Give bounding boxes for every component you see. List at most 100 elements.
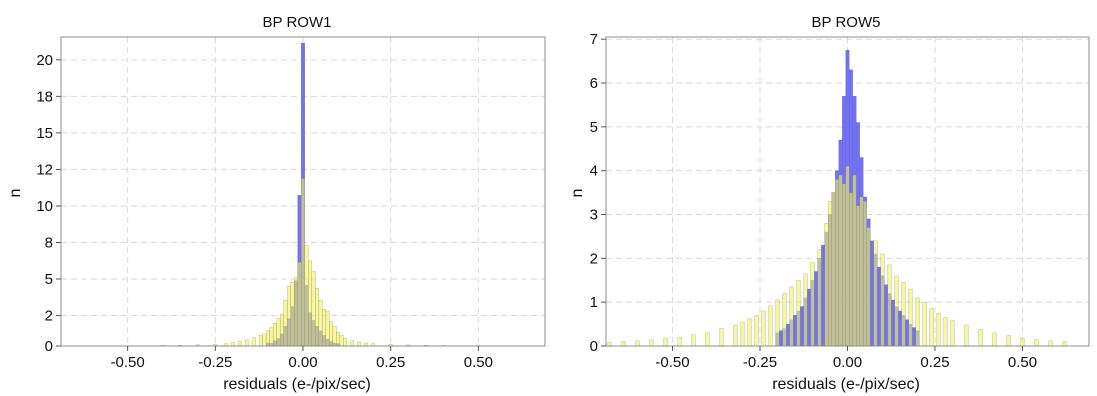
y-tick-label: 15 [36,125,53,142]
histogram-bar [691,334,696,347]
series-2-bars [160,178,481,347]
histogram-bar [817,249,822,347]
histogram-bar [276,318,281,347]
histogram-bar [768,305,773,347]
histogram-bar [286,286,291,347]
histogram-bar [905,319,909,347]
histogram-bar [719,328,724,347]
histogram-bar [740,321,745,347]
histogram-bar [978,329,983,347]
panel-bp-row1: BP ROW1 residuals (e-/pix/sec) n 0 2 5 8 10 1… [7,14,546,393]
histogram-bar [311,271,316,347]
histogram-bar [782,293,787,347]
histogram-bar [649,339,654,347]
histogram-bar [339,335,344,347]
histogram-bar [761,310,766,347]
histogram-bar [269,327,274,347]
histogram-bar [733,324,738,347]
histogram-bar [332,325,337,347]
histogram-bar [779,330,783,347]
histogram-bar [821,244,825,347]
histogram-bar [350,340,355,347]
y-tick-label: 20 [36,52,53,69]
histogram-bar [828,201,832,347]
histogram-bar [265,330,270,347]
histogram-bar [789,286,794,347]
histogram-bar [838,174,843,347]
histogram-bar [863,201,867,347]
y-tick-label: 2 [45,308,53,325]
tick-labels: 0 1 2 3 4 5 6 7 -0.50 -0.25 0.00 0.25 0.50 [590,31,1037,371]
histogram-bar [663,337,668,347]
y-axis-label: n [569,189,586,198]
histogram-bar [943,317,948,347]
histogram-bar [607,342,612,347]
histogram-bar [901,282,906,347]
histogram-bar [950,320,955,347]
y-tick-label: 4 [590,163,598,180]
histogram-bar [964,324,969,347]
histogram-bar [677,336,682,347]
histogram-bar [842,183,846,347]
histogram-bar [803,273,808,347]
y-tick-label: 5 [45,271,53,288]
y-tick-label: 3 [590,207,598,224]
x-tick-label: 0.25 [376,354,405,371]
histogram-bar [230,342,235,347]
histogram-bar [912,327,916,347]
histogram-bar [754,315,759,347]
histogram-bar [929,308,934,347]
histogram-bar [635,340,640,347]
y-tick-label: 0 [590,338,598,355]
histogram-bar [293,277,298,347]
histogram-bar [835,179,839,347]
histogram-bar [251,337,256,347]
x-tick-label: -0.50 [655,354,689,371]
histogram-bar [859,196,864,347]
histogram-bar [992,332,997,347]
histogram-bar [322,309,327,347]
histogram-bar [856,205,860,347]
histogram-bar [877,266,881,347]
histogram-bar [810,262,815,347]
histogram-bar [1062,341,1067,347]
histogram-bar [262,333,267,347]
histogram-bar [775,299,780,347]
panel-bp-row5: BP ROW5 residuals (e-/pix/sec) n 0 1 2 3 4 5 6… [569,14,1090,393]
histogram-bar [922,301,927,347]
histogram-bar [272,322,277,347]
histogram-bar [866,227,871,347]
histogram-bar [807,288,811,347]
histogram-bar [1034,339,1039,347]
histogram-bar [279,313,284,347]
x-tick-label: -0.25 [198,354,232,371]
chart-title: BP ROW1 [263,14,332,31]
histogram-bar [870,240,874,347]
series-2-bars [607,166,1067,347]
y-tick-label: 5 [590,119,598,136]
y-tick-label: 10 [36,198,53,215]
y-tick-label: 1 [590,294,598,311]
histogram-bar [244,339,249,347]
histogram-bar [315,287,320,347]
histogram-bar [796,280,801,347]
y-tick-label: 6 [590,75,598,92]
histogram-bar [283,300,288,347]
x-tick-label: 0.00 [833,354,862,371]
histogram-bar [329,321,334,347]
x-tick-label: -0.25 [743,354,777,371]
y-tick-label: 0 [45,338,53,355]
histogram-bar [891,299,895,347]
y-tick-label: 2 [590,250,598,267]
y-tick-label: 18 [36,88,53,105]
histogram-bar [831,192,836,347]
histogram-bar [301,178,306,347]
histogram-bar [336,332,341,347]
histogram-bar [705,332,710,347]
histogram-bar [880,253,885,347]
histogram-bar [908,288,913,347]
y-tick-label: 8 [45,234,53,251]
histogram-bar [237,341,242,347]
histogram-bar [898,310,902,347]
